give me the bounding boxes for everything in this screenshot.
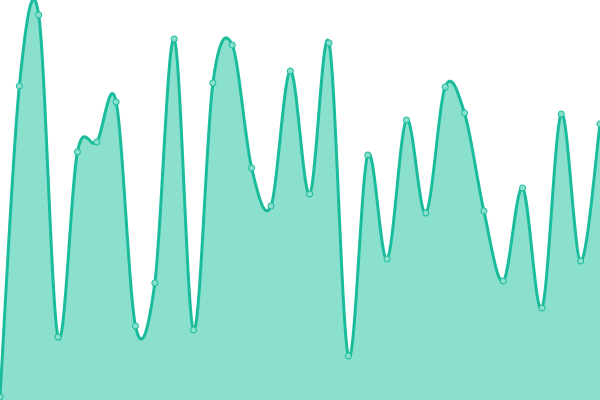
data-point bbox=[461, 109, 469, 117]
data-point bbox=[499, 277, 507, 285]
data-point bbox=[73, 148, 81, 156]
data-point bbox=[15, 82, 23, 90]
data-point bbox=[0, 393, 4, 400]
data-point bbox=[35, 11, 43, 19]
data-point bbox=[557, 110, 565, 118]
data-point bbox=[190, 326, 198, 334]
data-point bbox=[93, 138, 101, 146]
data-point bbox=[112, 98, 120, 106]
data-point bbox=[151, 279, 159, 287]
data-point bbox=[228, 41, 236, 49]
data-point bbox=[422, 209, 430, 217]
data-point bbox=[286, 67, 294, 75]
data-point bbox=[54, 333, 62, 341]
data-point bbox=[248, 164, 256, 172]
data-point bbox=[267, 202, 275, 210]
data-point bbox=[402, 116, 410, 124]
data-point bbox=[306, 190, 314, 198]
data-point bbox=[209, 79, 217, 87]
data-point bbox=[538, 304, 546, 312]
data-point bbox=[577, 257, 585, 265]
data-point bbox=[441, 83, 449, 91]
data-point bbox=[131, 322, 139, 330]
data-point bbox=[596, 120, 600, 128]
data-point bbox=[519, 184, 527, 192]
data-point bbox=[364, 151, 372, 159]
data-point bbox=[325, 39, 333, 47]
data-point bbox=[480, 207, 488, 215]
data-point bbox=[344, 352, 352, 360]
data-point bbox=[383, 255, 391, 263]
data-points bbox=[0, 11, 600, 400]
data-point bbox=[170, 35, 178, 43]
